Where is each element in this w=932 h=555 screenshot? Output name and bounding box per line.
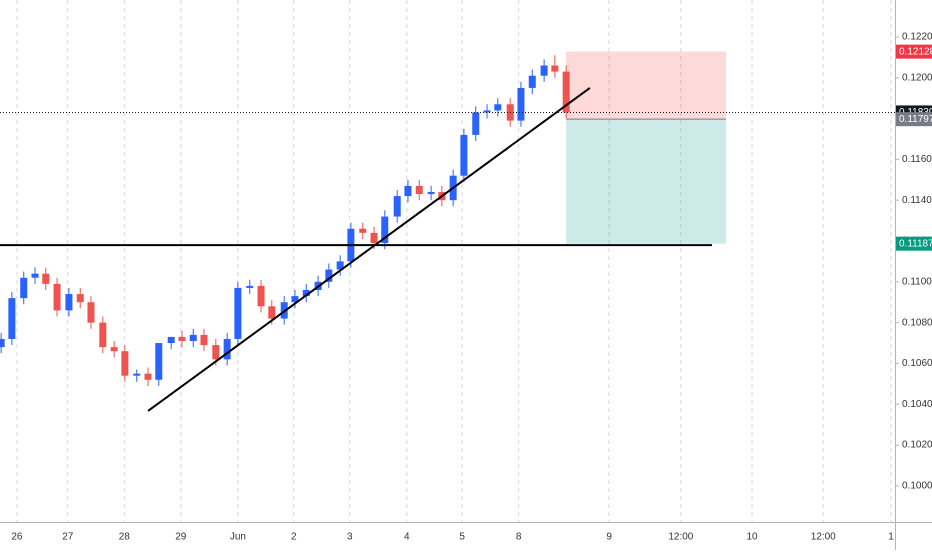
candle-body (42, 273, 50, 284)
target-price-label: 0.11187 (899, 238, 932, 249)
candle-body (0, 338, 5, 348)
candle-body (472, 112, 480, 135)
candle-body (460, 134, 468, 176)
candle-body (212, 345, 220, 360)
candle-body (268, 306, 276, 319)
x-tick-label: 9 (606, 532, 612, 543)
candle-body (223, 338, 231, 360)
candle-body (246, 285, 254, 288)
candle-body (133, 373, 141, 376)
candle-body (200, 334, 208, 346)
candle-body (528, 75, 536, 88)
stop-zone (566, 51, 727, 120)
candle-body (155, 343, 163, 380)
candle-body (167, 336, 175, 344)
candle-body (370, 232, 378, 244)
candle-body (393, 196, 401, 217)
candle-body (494, 104, 502, 111)
candle-body (234, 287, 242, 339)
x-tick-label: 10 (746, 532, 758, 543)
candle-body (110, 347, 118, 352)
candle-body (381, 216, 389, 244)
x-tick-label: 29 (175, 532, 187, 543)
candle-body (20, 277, 28, 299)
candle-body (31, 273, 39, 278)
stop-price-label-bg (896, 44, 932, 59)
candle-body (427, 192, 435, 195)
stop-price-label: 0.12128 (899, 46, 932, 57)
candle-body (144, 373, 152, 380)
candle-body (336, 261, 344, 270)
x-tick-label: 5 (459, 532, 465, 543)
x-tick-label: 12:00 (668, 532, 693, 543)
entry-price-label: 0.11797 (899, 114, 932, 125)
candle-body (8, 298, 16, 339)
x-tick-label: 2 (291, 532, 297, 543)
candle-body (359, 228, 367, 233)
candle-body (404, 185, 412, 197)
candle-body (178, 336, 186, 341)
entry-price-label-bg (896, 112, 932, 127)
x-tick-label: 1 (888, 532, 894, 543)
candle-body (76, 294, 84, 303)
target-price-label-bg (896, 236, 932, 251)
candle-body (65, 294, 73, 311)
x-tick-label: 27 (62, 532, 74, 543)
target-zone (566, 119, 727, 244)
x-tick-label: Jun (230, 532, 246, 543)
candle-body (562, 71, 570, 113)
x-tick-label: 12:00 (811, 532, 836, 543)
candle-body (257, 285, 265, 307)
candle-body (302, 289, 310, 297)
candle-body (483, 110, 491, 113)
candle-body (551, 65, 559, 72)
x-tick-label: 4 (404, 532, 410, 543)
candle-body (99, 322, 107, 348)
candle-body (291, 296, 299, 303)
candle-body (189, 334, 197, 341)
candle-body (415, 185, 423, 195)
x-tick-label: 28 (119, 532, 131, 543)
candle-body (121, 351, 129, 376)
candle-body (53, 283, 61, 311)
candle-body (540, 65, 548, 76)
candle-body (87, 302, 95, 323)
x-tick-label: 26 (11, 532, 23, 543)
candle-body (325, 269, 333, 282)
candle-body (517, 87, 525, 121)
x-tick-label: 3 (347, 532, 353, 543)
x-tick-label: 8 (516, 532, 522, 543)
drawn-line (147, 87, 591, 412)
